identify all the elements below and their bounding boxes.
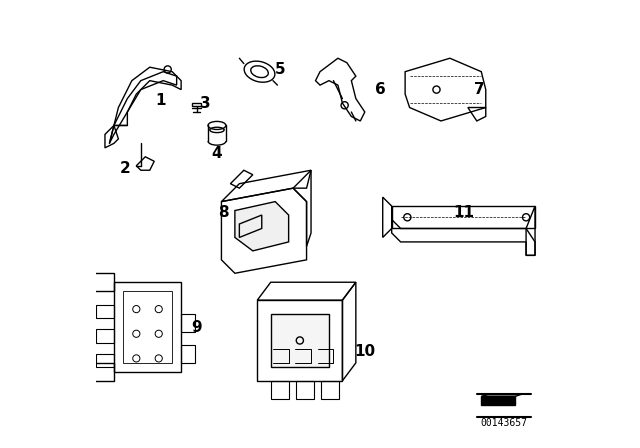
Text: 5: 5 (275, 62, 285, 77)
Text: 3: 3 (200, 95, 211, 111)
Text: 1: 1 (156, 93, 166, 108)
Text: 6: 6 (375, 82, 386, 97)
Text: 11: 11 (453, 205, 474, 220)
Polygon shape (481, 394, 522, 396)
Polygon shape (235, 202, 289, 251)
Text: 2: 2 (120, 160, 131, 176)
Text: 00143657: 00143657 (480, 418, 527, 428)
Text: 4: 4 (212, 146, 222, 161)
Text: 10: 10 (354, 344, 376, 359)
Polygon shape (481, 396, 515, 405)
Polygon shape (271, 314, 329, 367)
Text: 9: 9 (191, 319, 202, 335)
Text: 7: 7 (474, 82, 484, 97)
Text: 8: 8 (218, 205, 229, 220)
